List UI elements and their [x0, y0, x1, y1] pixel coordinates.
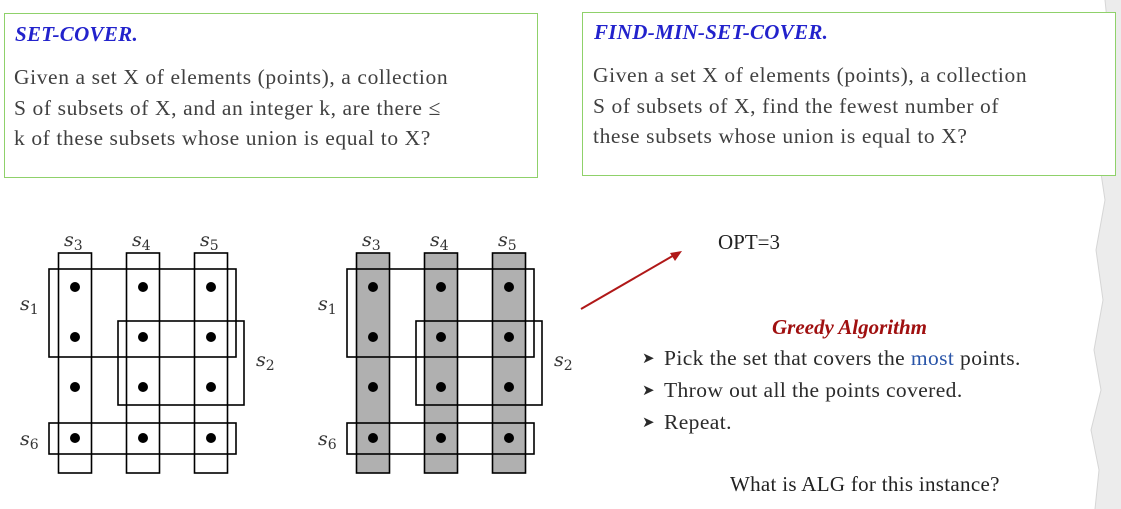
set-cover-line-1: Given a set X of elements (points), a co… [14, 65, 449, 89]
greedy-step-1: ➤ Pick the set that covers the most point… [642, 343, 1021, 375]
diagram-unshaded: s3 s4 s5 s1 s2 s6 [20, 229, 275, 474]
set-cover-diagrams: s3 s4 s5 s1 s2 s6 s3 s4 s5 s1 s2 s6 [20, 229, 573, 474]
set-column-s4 [125, 252, 161, 474]
point [504, 382, 514, 392]
set-label-s2: s2 [256, 349, 275, 374]
set-cover-line-2: S of subsets of X, and an integer k, are… [14, 96, 441, 120]
point [368, 382, 378, 392]
diagram-shaded: s3 s4 s5 s1 s2 s6 [318, 229, 573, 474]
set-rect-s2 [117, 320, 245, 406]
bullet-arrow-icon: ➤ [642, 415, 655, 431]
point [70, 332, 80, 342]
arrow-to-opt [580, 251, 682, 310]
set-label-s5: s5 [498, 229, 517, 254]
greedy-step-3: ➤ Repeat. [642, 407, 1021, 439]
point [138, 332, 148, 342]
point [138, 382, 148, 392]
most-emphasis: most [910, 346, 955, 370]
point [70, 282, 80, 292]
point [504, 433, 514, 443]
point [206, 332, 216, 342]
greedy-algorithm-title: Greedy Algorithm [772, 315, 927, 339]
find-min-line-1: Given a set X of elements (points), a co… [593, 63, 1028, 87]
set-label-s3: s3 [362, 229, 381, 254]
point [436, 382, 446, 392]
point [70, 382, 80, 392]
point [504, 282, 514, 292]
alg-question: What is ALG for this instance? [730, 472, 1000, 496]
point [368, 332, 378, 342]
set-label-s1: s1 [318, 293, 337, 318]
point [436, 332, 446, 342]
point [368, 282, 378, 292]
point [436, 282, 446, 292]
set-column-s3 [57, 252, 93, 474]
set-label-s4: s4 [430, 229, 449, 254]
set-label-s6: s6 [318, 428, 337, 453]
set-label-s2: s2 [554, 349, 573, 374]
set-label-s6: s6 [20, 428, 39, 453]
bullet-arrow-icon: ➤ [642, 351, 655, 367]
point [206, 433, 216, 443]
greedy-step-2: ➤ Throw out all the points covered. [642, 375, 1021, 407]
set-rect-s1 [48, 268, 237, 358]
point [206, 382, 216, 392]
set-rect-s6 [346, 422, 535, 455]
find-min-set-cover-box [582, 12, 1116, 176]
set-rect-s2 [415, 320, 543, 406]
point [206, 282, 216, 292]
point [436, 433, 446, 443]
point [368, 433, 378, 443]
set-label-s1: s1 [20, 293, 39, 318]
find-min-line-2: S of subsets of X, find the fewest numbe… [593, 94, 1000, 118]
set-label-s3: s3 [64, 229, 83, 254]
set-cover-title: SET-COVER. [15, 22, 139, 46]
set-cover-box [4, 13, 538, 178]
find-min-set-cover-title: FIND-MIN-SET-COVER. [594, 20, 829, 44]
set-label-s4: s4 [132, 229, 151, 254]
set-label-s5: s5 [200, 229, 219, 254]
set-rect-s6 [48, 422, 237, 455]
set-cover-line-3: k of these subsets whose union is equal … [14, 126, 431, 150]
point [138, 282, 148, 292]
point [70, 433, 80, 443]
point [138, 433, 148, 443]
point [504, 332, 514, 342]
greedy-steps: ➤ Pick the set that covers the most point… [642, 343, 1021, 439]
find-min-line-3: these subsets whose union is equal to X? [593, 124, 968, 148]
bullet-arrow-icon: ➤ [642, 383, 655, 399]
opt-label: OPT=3 [718, 230, 781, 254]
set-rect-s1 [346, 268, 535, 358]
set-column-s5 [193, 252, 229, 474]
